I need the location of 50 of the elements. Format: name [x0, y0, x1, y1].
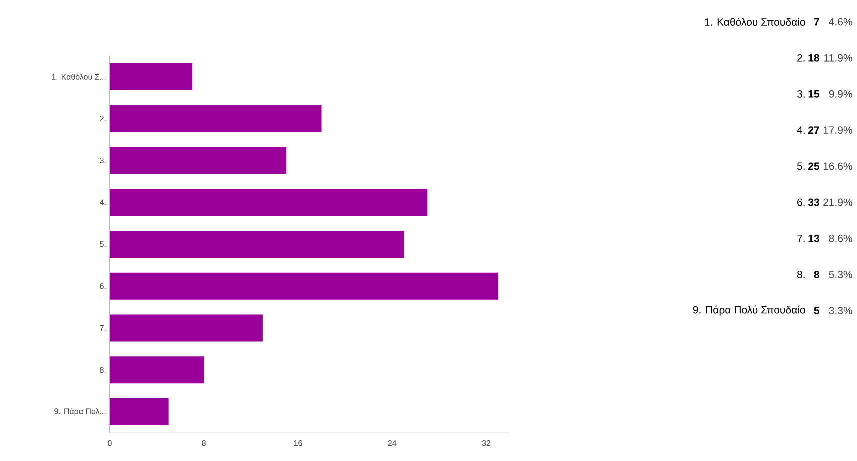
text: 8. — [798, 270, 805, 278]
bar — [110, 63, 192, 90]
y-tick-label: 6. — [100, 284, 106, 290]
y-tick-label: 4. — [100, 200, 106, 206]
y-tick-label: 1. Καθόλου Σ... — [52, 74, 106, 80]
bar — [110, 356, 204, 384]
bar — [110, 314, 263, 342]
text: 9.9% — [829, 90, 852, 98]
text: 5. — [797, 162, 805, 170]
text: 33 — [808, 198, 820, 206]
text: 4. — [797, 126, 805, 134]
text: 27 — [808, 126, 820, 134]
text: 2. — [798, 54, 805, 62]
bar — [110, 398, 169, 426]
text: 5 — [814, 307, 820, 314]
text: 16.6% — [824, 162, 852, 170]
y-tick-label: 8. — [100, 367, 106, 373]
text: 15 — [808, 90, 820, 98]
text: 4.6% — [829, 18, 852, 26]
bar — [110, 147, 286, 174]
text: 7 — [814, 18, 820, 26]
bar — [110, 189, 428, 216]
y-tick-label: 7. — [100, 326, 106, 332]
text: 3. — [797, 90, 805, 98]
text: 18 — [808, 54, 820, 62]
text: 25 — [808, 162, 820, 170]
text: 17.9% — [824, 126, 852, 134]
text: 8 — [814, 270, 820, 278]
bar — [110, 230, 404, 258]
text: 3.3% — [829, 307, 852, 315]
text: 7. — [798, 234, 805, 242]
x-tick-label: 8 — [202, 440, 206, 446]
text: 8.6% — [829, 234, 852, 242]
text: 6. — [798, 198, 805, 206]
text: 11.9% — [824, 54, 852, 62]
text: 1. Καθόλου Σπουδαίο — [705, 18, 806, 26]
y-tick-label: 2. — [100, 116, 106, 122]
text: 13 — [808, 234, 820, 242]
x-tick-label: 16 — [294, 440, 302, 446]
text: 9. Πάρα Πολύ Σπουδαίο — [693, 306, 806, 316]
y-tick-label: 3. — [100, 158, 106, 164]
bar — [110, 105, 322, 132]
text: 21.9% — [824, 198, 852, 206]
x-tick-label: 32 — [482, 440, 491, 446]
y-tick-label: 9. Πάρα Πολ... — [54, 408, 106, 416]
bar — [110, 272, 498, 300]
x-tick-label: 24 — [388, 440, 397, 446]
text: 5.3% — [829, 270, 852, 278]
y-tick-label: 5. — [100, 242, 106, 248]
x-tick-label: 0 — [108, 440, 112, 446]
